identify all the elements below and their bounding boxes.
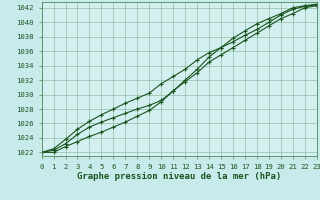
X-axis label: Graphe pression niveau de la mer (hPa): Graphe pression niveau de la mer (hPa) [77,172,281,181]
